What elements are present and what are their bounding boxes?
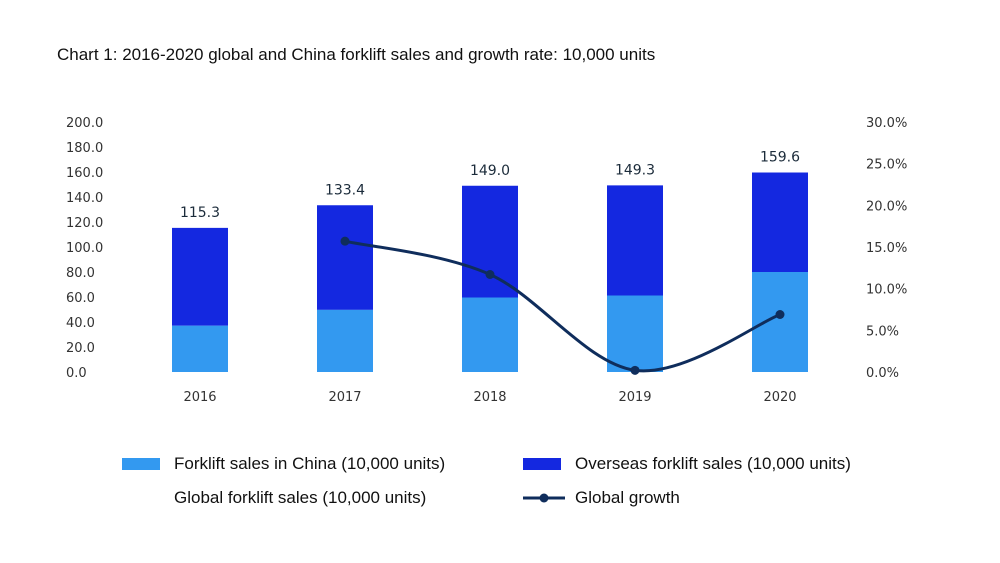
chart-title: Chart 1: 2016-2020 global and China fork… [57, 45, 656, 64]
legend-label-growth: Global growth [575, 488, 680, 507]
x-tick-label: 2018 [473, 390, 506, 405]
y-right-tick-label: 20.0% [866, 199, 907, 214]
y-left-tick-label: 100.0 [66, 241, 103, 256]
legend-item-global-sales: Global forklift sales (10,000 units) [174, 488, 426, 508]
bar-china [607, 295, 663, 372]
y-left-tick-label: 120.0 [66, 216, 103, 231]
bar-overseas [752, 172, 808, 272]
y-left-tick-label: 180.0 [66, 141, 103, 156]
y-left-tick-label: 0.0 [66, 366, 87, 381]
bar-total-label: 115.3 [180, 205, 220, 221]
legend-swatch-china [122, 458, 160, 470]
x-tick-label: 2017 [328, 390, 361, 405]
bar-overseas [317, 205, 373, 310]
bar-total-label: 149.3 [615, 162, 655, 178]
legend-label-overseas: Overseas forklift sales (10,000 units) [575, 454, 851, 473]
y-left-tick-label: 160.0 [66, 166, 103, 181]
y-right-tick-label: 5.0% [866, 324, 899, 339]
bar-total-label: 149.0 [470, 163, 510, 179]
y-right-tick-label: 25.0% [866, 158, 907, 173]
legend-swatch-overseas [523, 458, 561, 470]
y-left-tick-label: 20.0 [66, 341, 95, 356]
legend-line-growth-icon [523, 493, 565, 503]
growth-point [775, 310, 785, 319]
bar-overseas [172, 227, 228, 326]
legend-item-global-growth: Global growth [523, 488, 680, 508]
y-left-tick-label: 200.0 [66, 116, 103, 131]
growth-point [340, 236, 350, 246]
legend-label-china: Forklift sales in China (10,000 units) [174, 454, 446, 473]
growth-line [344, 239, 781, 373]
y-left-tick-label: 140.0 [66, 191, 103, 206]
legend-item-china: Forklift sales in China (10,000 units) [122, 454, 445, 474]
y-right-tick-label: 30.0% [866, 116, 907, 131]
bar-china [172, 325, 228, 372]
y-right-tick-label: 15.0% [866, 241, 907, 256]
legend-item-overseas: Overseas forklift sales (10,000 units) [523, 454, 851, 474]
x-tick-label: 2019 [618, 390, 651, 405]
y-left-tick-label: 40.0 [66, 316, 95, 331]
bar-total-label: 133.4 [325, 182, 365, 198]
legend-label-global-sales: Global forklift sales (10,000 units) [174, 488, 427, 507]
bar-china [752, 272, 808, 372]
x-tick-label: 2016 [183, 390, 216, 405]
y-right-tick-label: 10.0% [866, 283, 907, 298]
y-left-tick-label: 60.0 [66, 291, 95, 306]
y-right-tick-label: 0.0% [866, 366, 899, 381]
x-tick-label: 2020 [763, 390, 796, 405]
growth-point [485, 270, 495, 279]
bar-total-label: 159.6 [760, 150, 800, 166]
growth-point [630, 365, 640, 375]
bar-china [317, 309, 373, 372]
bar-overseas [607, 185, 663, 296]
bar-china [462, 297, 518, 372]
y-left-tick-label: 80.0 [66, 266, 95, 281]
bar-overseas [462, 185, 518, 298]
